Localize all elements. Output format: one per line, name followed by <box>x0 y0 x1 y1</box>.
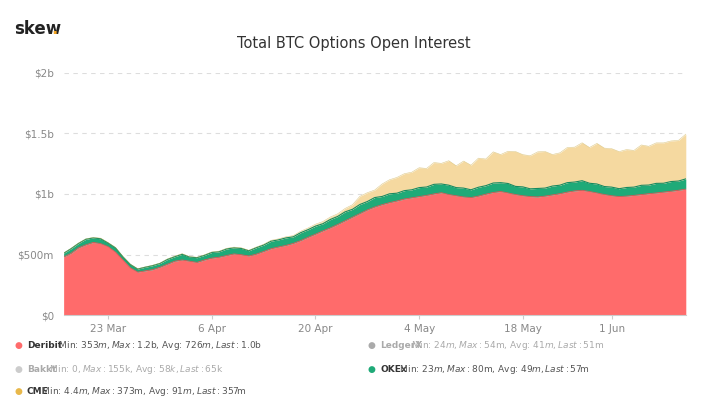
Text: Min: $23m, Max: $80m, Avg: $49m, Last: $57m: Min: $23m, Max: $80m, Avg: $49m, Last: $… <box>397 363 590 376</box>
Text: LedgerX: LedgerX <box>380 341 423 350</box>
Text: ●: ● <box>368 341 375 350</box>
Text: ●: ● <box>14 341 22 350</box>
Text: Bakkt: Bakkt <box>27 365 57 374</box>
Text: ●: ● <box>14 365 22 374</box>
Text: ●: ● <box>14 387 22 396</box>
Text: Min: $4.4m, Max: $373m, Avg: $91m, Last: $357m: Min: $4.4m, Max: $373m, Avg: $91m, Last:… <box>39 385 247 398</box>
Text: ●: ● <box>368 365 375 374</box>
Text: Min: $0, Max: $155k, Avg: $58k, Last: $65k: Min: $0, Max: $155k, Avg: $58k, Last: $6… <box>47 363 224 376</box>
Text: skew: skew <box>14 20 62 38</box>
Text: Deribit: Deribit <box>27 341 62 350</box>
Text: OKEx: OKEx <box>380 365 407 374</box>
Text: Min: $24m, Max: $54m, Avg: $41m, Last: $51m: Min: $24m, Max: $54m, Avg: $41m, Last: $… <box>409 339 604 352</box>
Text: Total BTC Options Open Interest: Total BTC Options Open Interest <box>237 36 470 51</box>
Text: .: . <box>51 20 57 38</box>
Text: Min: $353m, Max: $1.2b, Avg: $726m, Last: $1.0b: Min: $353m, Max: $1.2b, Avg: $726m, Last… <box>56 339 262 352</box>
Text: CME: CME <box>27 387 49 396</box>
